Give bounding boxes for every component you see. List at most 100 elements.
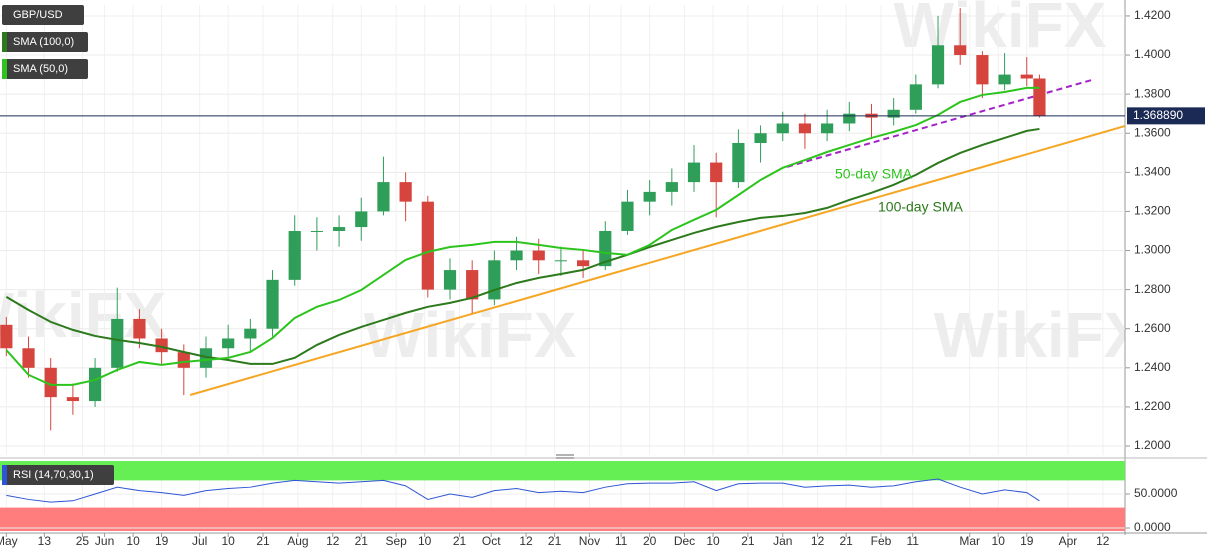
- sma-line: [5, 127, 1040, 365]
- x-tick-label: 10: [418, 534, 432, 548]
- candle-body: [488, 260, 501, 300]
- overbought-zone: [0, 461, 1125, 481]
- candle-body: [88, 367, 102, 402]
- x-tick-label: 12: [519, 534, 533, 548]
- candle-body: [0, 324, 13, 349]
- x-tick-label: 10: [126, 534, 140, 548]
- watermark: WikiFX: [894, 0, 1107, 61]
- candle-body: [599, 230, 612, 267]
- x-tick-label: 21: [839, 534, 853, 548]
- candle-body: [310, 230, 324, 232]
- candle-body: [199, 348, 213, 368]
- candle-body: [532, 250, 545, 261]
- legend-label: SMA (50,0): [13, 63, 68, 75]
- candle-body: [776, 123, 789, 134]
- candle-body: [155, 338, 168, 353]
- candle-body: [443, 270, 457, 290]
- trend-line: [189, 125, 1126, 396]
- candle-body: [510, 250, 523, 261]
- candle-body: [377, 182, 390, 212]
- axis-background: [1125, 0, 1207, 555]
- candle-body: [177, 352, 190, 368]
- legend-label: SMA (100,0): [13, 36, 74, 48]
- watermark: WikiFX: [934, 299, 1147, 371]
- x-tick-label: Feb: [871, 534, 892, 548]
- candle-body: [1020, 74, 1033, 79]
- x-tick-label: May: [0, 534, 18, 548]
- y-tick-label: 1.3400: [1134, 165, 1171, 179]
- oversold-zone: [0, 507, 1125, 531]
- candle-body: [554, 260, 568, 262]
- candle-body: [665, 182, 678, 192]
- y-tick-label: 1.3600: [1134, 125, 1171, 139]
- legend-swatch: [2, 32, 7, 52]
- x-tick-label: 21: [741, 534, 755, 548]
- candle-body: [22, 348, 35, 368]
- x-tick-label: 20: [643, 534, 657, 548]
- x-tick-label: Aug: [287, 534, 308, 548]
- x-tick-label: Sep: [385, 534, 407, 548]
- y-tick-label: 1.2000: [1134, 438, 1171, 452]
- annotation: 100-day SMA: [878, 199, 963, 215]
- legend-label: RSI (14,70,30,1): [13, 469, 94, 481]
- x-tick-label: 21: [256, 534, 270, 548]
- y-tick-label: 1.2400: [1134, 360, 1171, 374]
- candle-body: [222, 338, 235, 349]
- candle-body: [332, 227, 346, 231]
- y-tick-label: 1.2200: [1134, 399, 1171, 413]
- x-tick-label: 10: [992, 534, 1006, 548]
- x-tick-label: Mar: [959, 534, 980, 548]
- candle-body: [421, 201, 434, 290]
- candle-body: [44, 367, 57, 398]
- candle-body: [1033, 78, 1046, 116]
- y-tick-label: 50.0000: [1134, 486, 1178, 500]
- candle-body: [288, 230, 301, 280]
- legend-box: [2, 465, 114, 485]
- x-tick-label: 10: [221, 534, 235, 548]
- x-tick-label: Jan: [773, 534, 792, 548]
- x-tick-label: 21: [355, 534, 369, 548]
- x-tick-label: Jul: [192, 534, 207, 548]
- candle-body: [976, 55, 989, 85]
- candle-body: [355, 211, 368, 228]
- legend-swatch: [2, 465, 7, 485]
- candle-body: [798, 123, 812, 134]
- candle-body: [621, 201, 634, 231]
- x-tick-label: Dec: [674, 534, 695, 548]
- y-tick-label: 1.3800: [1134, 86, 1171, 100]
- candle-body: [399, 182, 412, 202]
- rsi-line: [6, 478, 1040, 503]
- x-tick-label: 19: [1020, 534, 1034, 548]
- x-tick-label: 12: [326, 534, 340, 548]
- watermark: WikiFX: [0, 279, 167, 351]
- candle-body: [909, 84, 922, 110]
- last-price-label: 1.368890: [1133, 108, 1183, 122]
- candle-body: [244, 328, 257, 339]
- last-price-box: [1127, 107, 1205, 125]
- x-tick-label: 25: [76, 534, 90, 548]
- candle-body: [821, 123, 834, 134]
- x-tick-label: 11: [906, 534, 919, 548]
- y-tick-label: 0.0000: [1134, 520, 1171, 534]
- y-tick-label: 1.2800: [1134, 282, 1171, 296]
- candle-body: [576, 260, 590, 267]
- candle-body: [843, 113, 856, 124]
- candle-body: [133, 318, 146, 339]
- y-tick-label: 1.4200: [1134, 8, 1171, 22]
- candle-body: [687, 162, 701, 183]
- sma-line: [5, 86, 1040, 386]
- candle-body: [732, 143, 745, 183]
- x-tick-label: Apr: [1059, 534, 1078, 548]
- legend-box: [2, 59, 88, 79]
- x-tick-label: Nov: [579, 534, 600, 548]
- x-tick-label: 19: [155, 534, 169, 548]
- candle-body: [466, 270, 479, 300]
- candle-body: [266, 279, 279, 329]
- y-tick-label: 1.4000: [1134, 47, 1171, 61]
- candle-body: [111, 318, 124, 368]
- candle-body: [887, 109, 900, 118]
- x-tick-label: 12: [811, 534, 825, 548]
- candle-body: [754, 133, 767, 144]
